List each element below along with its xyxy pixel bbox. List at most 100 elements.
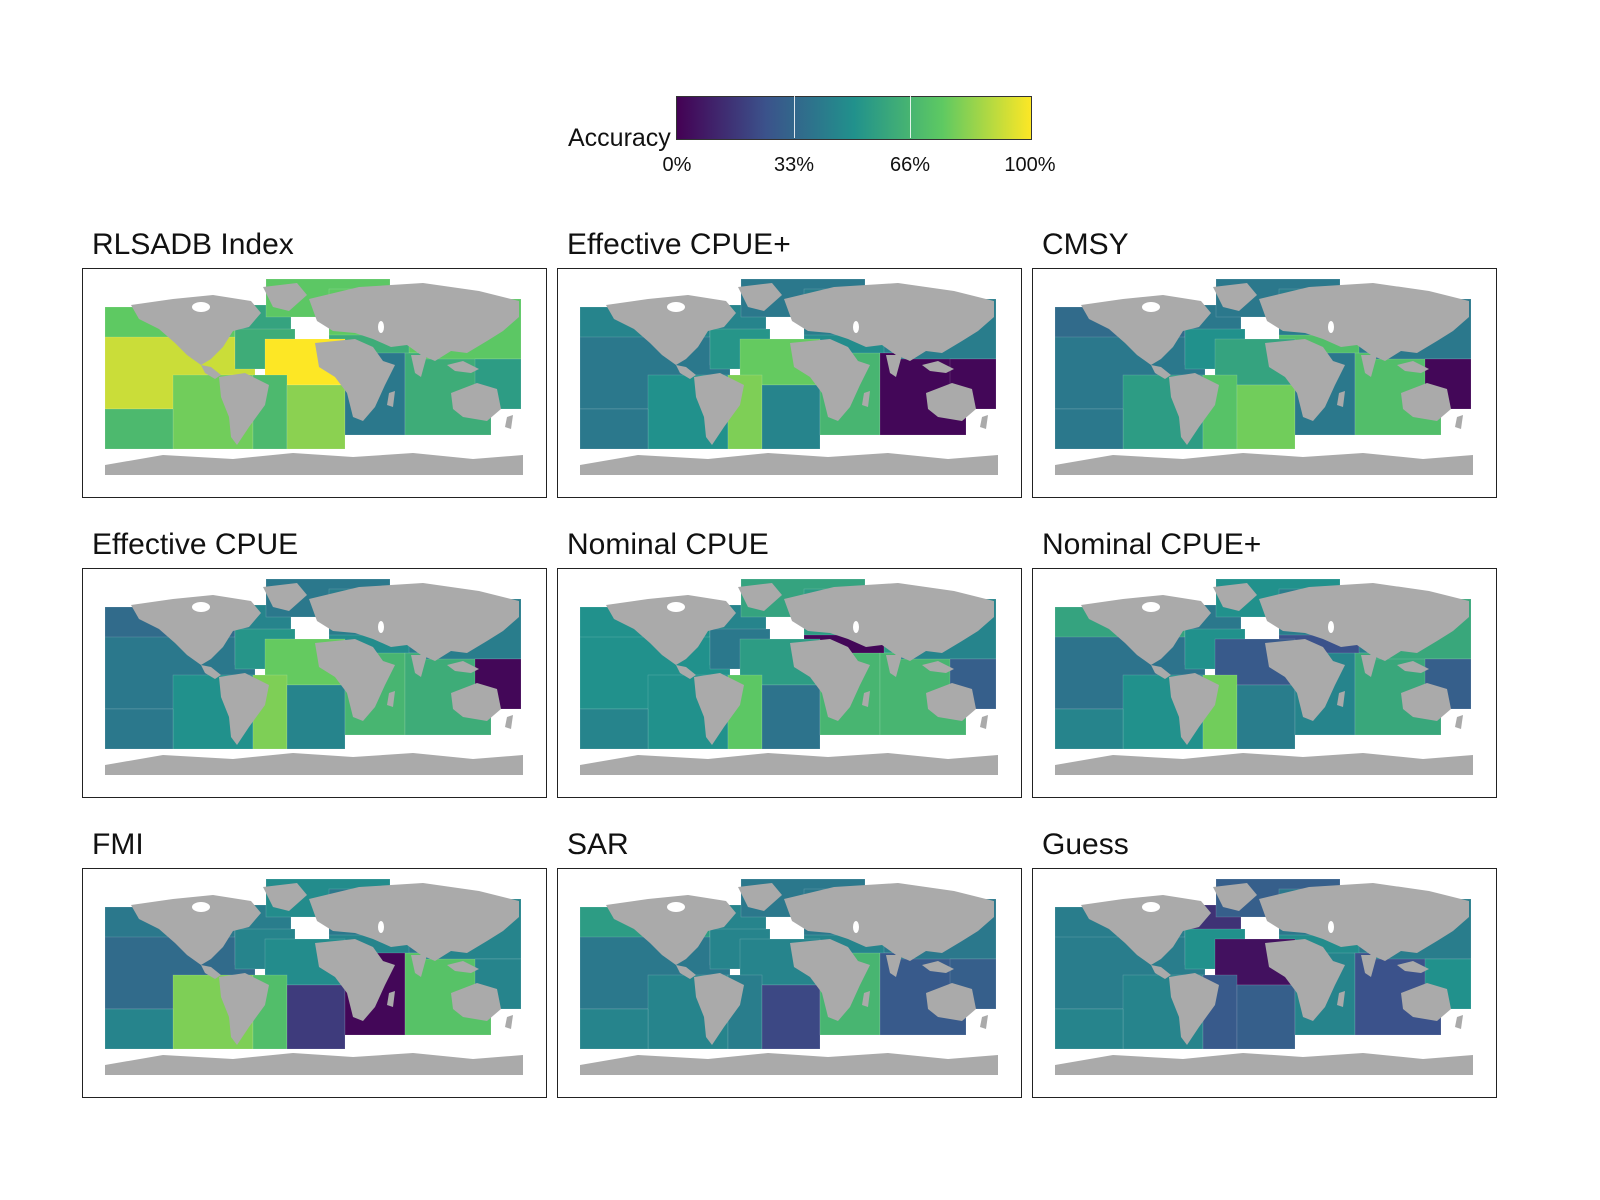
landmass — [201, 965, 221, 979]
landmass — [505, 415, 513, 429]
landmass — [784, 283, 994, 361]
legend-label-33: 33% — [773, 154, 815, 176]
landmass — [1213, 883, 1257, 911]
fishing-area-sw-pacific — [104, 1008, 174, 1050]
fishing-area-se-atlantic — [761, 684, 821, 750]
landmass — [980, 1015, 988, 1029]
landmass — [922, 661, 954, 673]
world-map — [103, 278, 523, 475]
legend-label-0: 0% — [662, 154, 692, 176]
landmass — [105, 453, 523, 475]
fishing-area-se-atlantic — [286, 984, 346, 1050]
landmass — [676, 965, 696, 979]
landmass — [1361, 655, 1377, 677]
panel-title: RLSADB Index — [92, 228, 294, 261]
panel-title: CMSY — [1042, 228, 1129, 261]
landmass — [926, 683, 976, 721]
world-map — [1053, 278, 1473, 475]
landmass — [1055, 753, 1473, 775]
hudson-bay-mark — [192, 602, 210, 612]
landmass — [315, 339, 395, 421]
landmass — [790, 639, 870, 721]
landmass — [1397, 961, 1429, 973]
landmass — [1151, 965, 1171, 979]
hudson-bay-mark — [667, 902, 685, 912]
map-panel — [82, 568, 547, 798]
landmass — [1169, 373, 1219, 445]
landmass — [447, 661, 479, 673]
landmass — [219, 673, 269, 745]
world-map — [1053, 578, 1473, 775]
landmass — [131, 595, 261, 665]
hudson-bay-mark — [667, 302, 685, 312]
fishing-area-sw-pacific — [1054, 408, 1124, 450]
landmass — [1337, 991, 1345, 1007]
map-panel — [1032, 268, 1497, 498]
landmass — [411, 655, 427, 677]
landmass — [926, 383, 976, 421]
landmass — [1337, 391, 1345, 407]
landmass — [694, 673, 744, 745]
landmass — [447, 961, 479, 973]
landmass — [886, 355, 902, 377]
fishing-area-sw-pacific — [579, 708, 649, 750]
landmass — [1169, 673, 1219, 745]
landmass — [980, 415, 988, 429]
landmass — [980, 715, 988, 729]
map-panel — [82, 268, 547, 498]
landmass — [1361, 955, 1377, 977]
map-panel — [557, 868, 1022, 1098]
hudson-bay-mark — [1142, 902, 1160, 912]
landmass — [1397, 361, 1429, 373]
landmass — [263, 583, 307, 611]
panel-title: SAR — [567, 828, 629, 861]
landmass — [738, 283, 782, 311]
landmass — [862, 391, 870, 407]
landmass — [1401, 383, 1451, 421]
caspian-sea-mark — [1328, 921, 1334, 933]
landmass — [1455, 415, 1463, 429]
landmass — [1151, 665, 1171, 679]
hudson-bay-mark — [192, 902, 210, 912]
landmass — [1259, 583, 1469, 661]
landmass — [1081, 295, 1211, 365]
landmass — [263, 283, 307, 311]
landmass — [131, 295, 261, 365]
fishing-area-sw-pacific — [1054, 708, 1124, 750]
legend-tick-mark — [794, 96, 795, 138]
fishing-area-se-atlantic — [286, 384, 346, 450]
landmass — [676, 665, 696, 679]
world-map — [578, 578, 998, 775]
landmass — [1337, 691, 1345, 707]
landmass — [315, 639, 395, 721]
landmass — [387, 391, 395, 407]
legend-colorbar — [676, 96, 1032, 140]
legend-label-100: 100% — [1004, 154, 1056, 176]
landmass — [1455, 1015, 1463, 1029]
landmass — [309, 283, 519, 361]
landmass — [411, 355, 427, 377]
landmass — [1081, 895, 1211, 965]
landmass — [886, 655, 902, 677]
legend-tick-mark — [910, 96, 911, 138]
fishing-area-sw-pacific — [104, 408, 174, 450]
landmass — [201, 365, 221, 379]
landmass — [922, 361, 954, 373]
fishing-area-se-atlantic — [1236, 984, 1296, 1050]
fishing-area-se-atlantic — [1236, 384, 1296, 450]
landmass — [219, 973, 269, 1045]
landmass — [1055, 453, 1473, 475]
landmass — [790, 339, 870, 421]
landmass — [201, 665, 221, 679]
panel-title: FMI — [92, 828, 144, 861]
caspian-sea-mark — [853, 321, 859, 333]
map-panel — [1032, 568, 1497, 798]
fishing-area-se-atlantic — [286, 684, 346, 750]
hudson-bay-mark — [1142, 602, 1160, 612]
landmass — [387, 991, 395, 1007]
landmass — [451, 983, 501, 1021]
caspian-sea-mark — [378, 321, 384, 333]
panel-title: Effective CPUE — [92, 528, 299, 561]
hudson-bay-mark — [1142, 302, 1160, 312]
landmass — [606, 295, 736, 365]
